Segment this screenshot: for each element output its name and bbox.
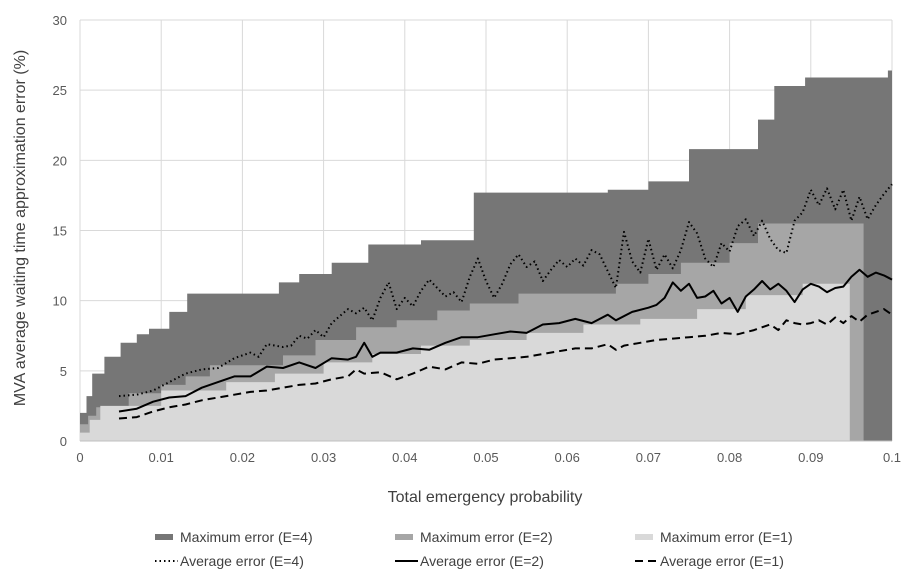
legend-item: Average error (E=4) bbox=[155, 553, 304, 569]
y-axis-label: MVA average waiting time approximation e… bbox=[12, 50, 29, 406]
legend-label: Average error (E=4) bbox=[180, 553, 304, 569]
x-tick-label: 0.03 bbox=[311, 450, 336, 465]
x-tick-label: 0.01 bbox=[149, 450, 174, 465]
legend-item: Maximum error (E=2) bbox=[395, 529, 553, 545]
legend-item: Maximum error (E=4) bbox=[155, 529, 313, 545]
legend-label: Maximum error (E=4) bbox=[180, 529, 313, 545]
y-tick-label: 30 bbox=[53, 13, 67, 28]
line-series-4 bbox=[118, 183, 893, 398]
y-tick-label: 0 bbox=[60, 434, 67, 449]
line-series-6 bbox=[118, 308, 893, 420]
x-tick-labels: 0 0.01 0.02 0.03 0.04 0.05 0.06 0.07 0.08 0.09 0.1 bbox=[76, 450, 901, 465]
legend-item: Average error (E=1) bbox=[635, 553, 784, 569]
y-tick-label: 15 bbox=[53, 224, 67, 239]
line-series-5 bbox=[118, 268, 893, 413]
x-tick-label: 0.07 bbox=[636, 450, 661, 465]
y-tick-label: 25 bbox=[53, 83, 67, 98]
legend-label: Average error (E=2) bbox=[420, 553, 544, 569]
legend-item: Maximum error (E=1) bbox=[635, 529, 793, 545]
y-tick-label: 10 bbox=[53, 294, 67, 309]
x-tick-label: 0.09 bbox=[798, 450, 823, 465]
x-tick-label: 0.02 bbox=[230, 450, 255, 465]
y-tick-labels: 0 5 10 15 20 25 30 bbox=[53, 13, 67, 449]
x-tick-label: 0.06 bbox=[555, 450, 580, 465]
x-axis-label: Total emergency probability bbox=[388, 489, 583, 506]
legend-swatch bbox=[395, 534, 413, 540]
x-tick-label: 0.05 bbox=[473, 450, 498, 465]
area-series bbox=[80, 70, 892, 441]
y-tick-label: 20 bbox=[53, 153, 67, 168]
legend-label: Maximum error (E=1) bbox=[660, 529, 793, 545]
x-tick-label: 0.04 bbox=[392, 450, 417, 465]
legend: Maximum error (E=4) Maximum error (E=2) Ma… bbox=[155, 529, 793, 569]
x-tick-label: 0.1 bbox=[883, 450, 901, 465]
line-series bbox=[118, 183, 893, 420]
legend-item: Average error (E=2) bbox=[395, 553, 544, 569]
legend-swatch bbox=[635, 534, 653, 540]
x-tick-label: 0 bbox=[76, 450, 83, 465]
legend-label: Average error (E=1) bbox=[660, 553, 784, 569]
y-tick-label: 5 bbox=[60, 364, 67, 379]
area-series-3 bbox=[80, 283, 850, 441]
x-tick-label: 0.08 bbox=[717, 450, 742, 465]
legend-swatch bbox=[155, 534, 173, 540]
legend-label: Maximum error (E=2) bbox=[420, 529, 553, 545]
